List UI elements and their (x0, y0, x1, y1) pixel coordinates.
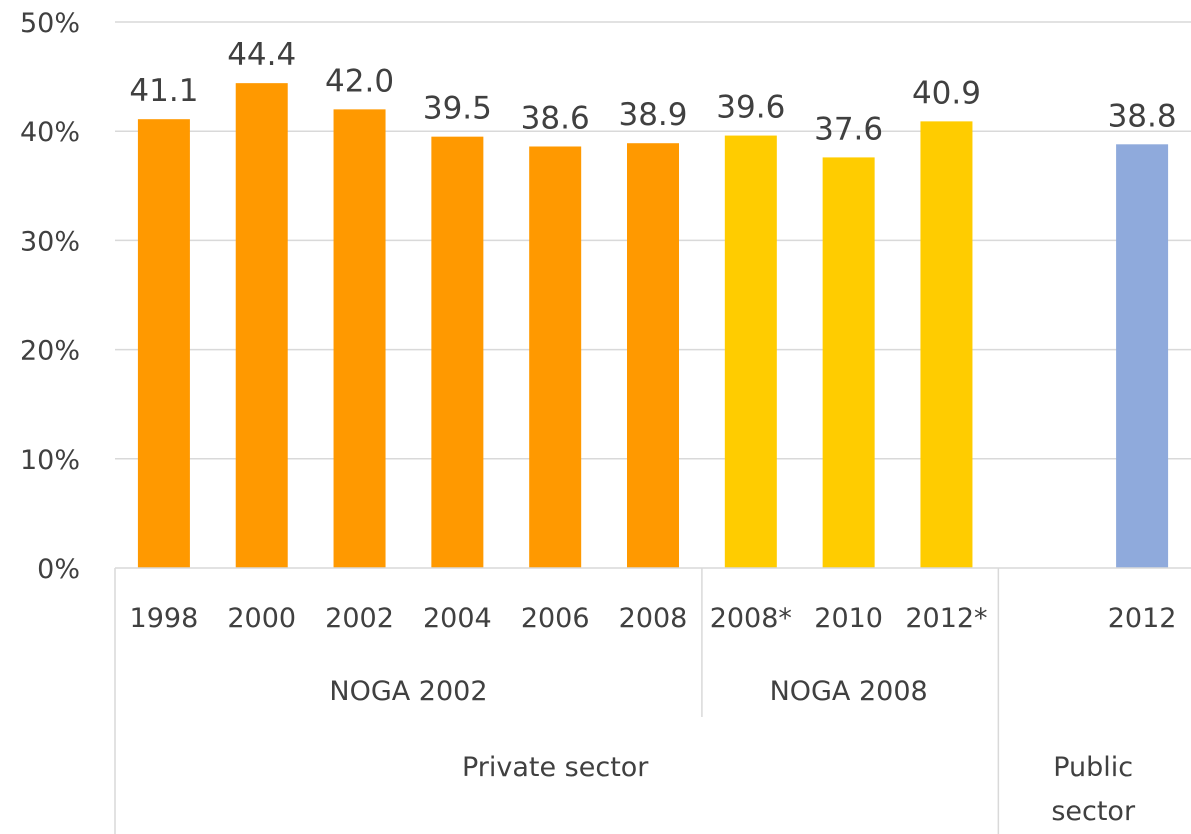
bar (920, 121, 973, 568)
x-tick-label: 2008 (619, 603, 688, 634)
y-tick-label: 0% (37, 554, 80, 585)
x-tick-label: 2012* (905, 603, 987, 634)
data-label: 38.9 (618, 97, 687, 133)
data-label: 38.6 (521, 100, 590, 136)
bar (431, 136, 484, 568)
x-tick-label: 1998 (130, 603, 199, 634)
y-tick-label: 40% (20, 117, 80, 148)
y-tick-label: 10% (20, 445, 80, 476)
x-tick-label: 2008* (710, 603, 792, 634)
bar (1116, 144, 1169, 568)
x-axis: 1998 2000 2002 2004 2006 2008 2008* 2010 2012* 20… (114, 567, 1191, 834)
data-label: 40.9 (912, 75, 981, 111)
bar (822, 157, 875, 568)
x-tick-label: 2006 (521, 603, 590, 634)
sector-label: Public (1053, 752, 1133, 783)
y-tick-label: 30% (20, 226, 80, 257)
sector-label: Private sector (462, 752, 649, 783)
x-tick-label: 2010 (814, 603, 883, 634)
bar (529, 146, 582, 568)
bars (137, 83, 1169, 569)
group-label: NOGA 2008 (770, 676, 928, 707)
data-labels: 41.1 44.4 42.0 39.5 38.6 38.9 39.6 37.6 40.9 38.8 (129, 37, 1176, 147)
y-tick-label: 50% (20, 8, 80, 39)
sector-label: sector (1051, 796, 1136, 827)
data-label: 37.6 (814, 111, 883, 147)
y-tick-label: 20% (20, 336, 80, 367)
bar (724, 135, 777, 568)
bar (333, 109, 386, 569)
y-axis-ticks: 0% 10% 20% 30% 40% 50% (20, 8, 80, 585)
data-label: 39.5 (423, 91, 492, 127)
group-label: NOGA 2002 (329, 676, 487, 707)
data-label: 42.0 (325, 63, 394, 99)
x-tick-label: 2004 (423, 603, 492, 634)
bar (137, 119, 190, 569)
x-tick-label: 2002 (325, 603, 394, 634)
bar (235, 83, 288, 568)
x-tick-label: 2012 (1108, 603, 1177, 634)
data-label: 44.4 (227, 37, 296, 73)
data-label: 39.6 (716, 90, 785, 126)
data-label: 41.1 (129, 73, 198, 109)
x-tick-label: 2000 (227, 603, 296, 634)
bar (627, 143, 679, 568)
data-label: 38.8 (1108, 98, 1177, 134)
